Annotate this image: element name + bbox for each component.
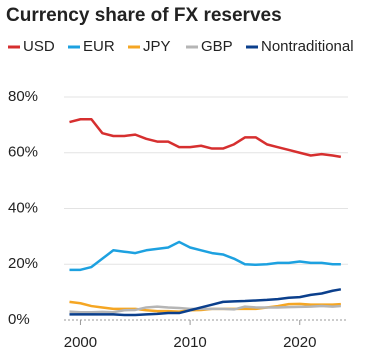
y-tick-label: 20% <box>8 255 38 272</box>
x-tick-label: 2020 <box>283 334 316 351</box>
legend-label: USD <box>23 38 55 55</box>
y-tick-label: 0% <box>8 311 30 328</box>
series-line <box>69 240 341 272</box>
legend-label: Nontraditional <box>261 38 354 55</box>
series-line <box>69 118 342 159</box>
y-tick-label: 60% <box>8 144 38 161</box>
chart-title: Currency share of FX reserves <box>6 5 282 26</box>
series-line <box>69 304 341 314</box>
x-tick-label: 2010 <box>173 334 206 351</box>
legend-label: GBP <box>201 38 233 55</box>
series-line <box>69 288 342 317</box>
y-tick-label: 40% <box>8 199 38 216</box>
x-tick-label: 2000 <box>64 334 97 351</box>
legend-label: EUR <box>83 38 115 55</box>
y-tick-label: 80% <box>8 88 38 105</box>
legend-label: JPY <box>143 38 171 55</box>
